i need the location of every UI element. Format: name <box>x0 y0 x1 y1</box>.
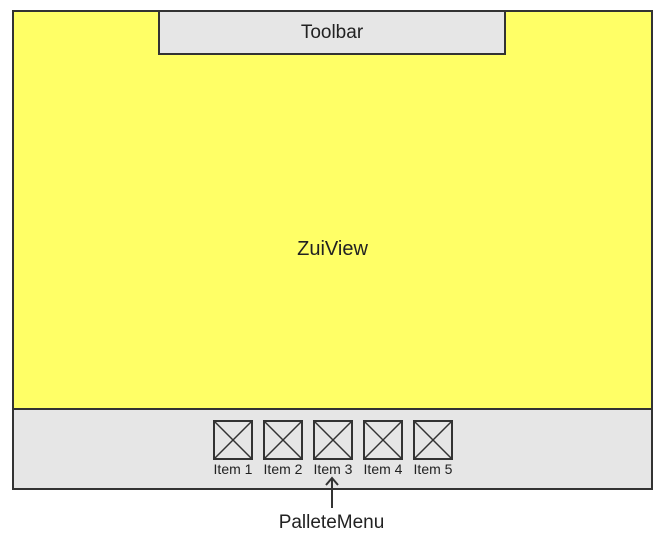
palette-menu[interactable]: Item 1 Item 2 Item 3 Item 4 <box>12 408 653 490</box>
placeholder-image-icon <box>363 420 403 460</box>
palette-item-4[interactable]: Item 4 <box>363 420 403 477</box>
zui-view-label: ZuiView <box>297 238 368 260</box>
palette-item-5[interactable]: Item 5 <box>413 420 453 477</box>
placeholder-image-icon <box>313 420 353 460</box>
toolbar-label: Toolbar <box>300 21 364 43</box>
palette-item-label: Item 3 <box>313 461 353 477</box>
palette-menu-label: PalleteMenu <box>278 512 385 533</box>
palette-item-1[interactable]: Item 1 <box>213 420 253 477</box>
pointer-arrow-icon <box>325 476 339 508</box>
palette-items: Item 1 Item 2 Item 3 Item 4 <box>213 420 453 477</box>
placeholder-image-icon <box>213 420 253 460</box>
palette-item-label: Item 5 <box>413 461 453 477</box>
palette-item-label: Item 2 <box>263 461 303 477</box>
toolbar[interactable]: Toolbar <box>158 10 506 55</box>
zui-view[interactable]: ZuiView <box>12 10 653 412</box>
palette-item-2[interactable]: Item 2 <box>263 420 303 477</box>
placeholder-image-icon <box>263 420 303 460</box>
placeholder-image-icon <box>413 420 453 460</box>
palette-item-label: Item 4 <box>363 461 403 477</box>
palette-item-label: Item 1 <box>213 461 253 477</box>
palette-item-3[interactable]: Item 3 <box>313 420 353 477</box>
